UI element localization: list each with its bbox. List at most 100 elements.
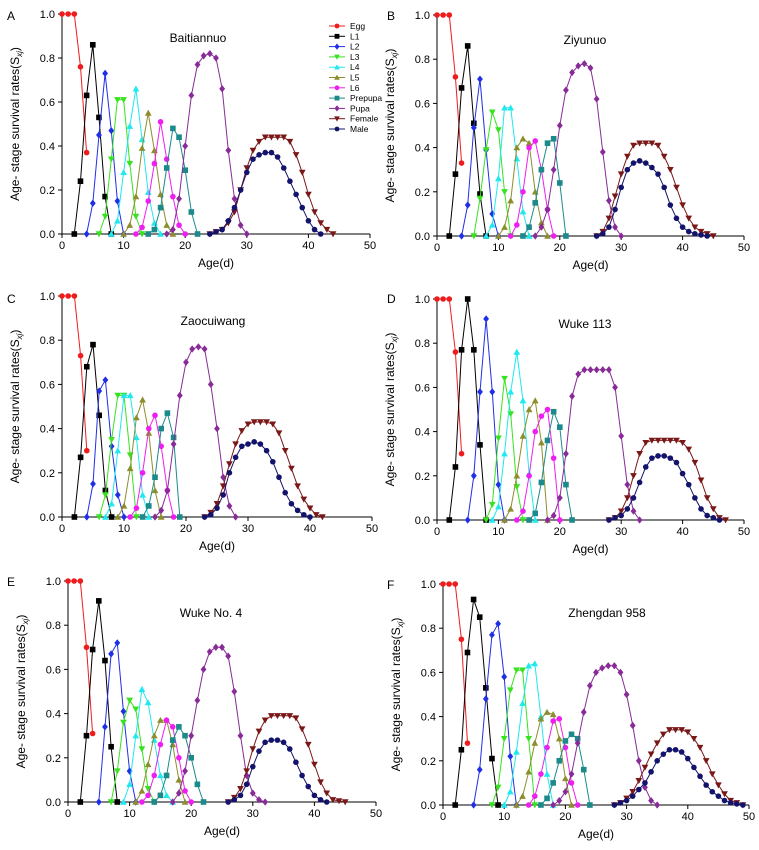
data-point [698,232,704,238]
data-point [513,472,521,479]
data-point [678,727,686,734]
data-point [501,375,508,382]
data-point [531,660,539,667]
legend-label: L4 [350,62,360,72]
series-line [104,394,150,518]
data-point [623,153,631,160]
data-point [495,620,501,628]
data-point [636,451,643,458]
data-point [556,121,563,130]
data-point [200,665,207,674]
data-point [722,517,729,524]
series-line [552,665,658,806]
data-point [673,459,680,466]
x-axis-label: Age(d) [572,542,608,556]
data-point [132,706,140,713]
series-l3 [488,667,539,809]
data-point [226,470,233,476]
data-point [526,224,532,230]
data-point [114,217,121,224]
data-point [274,154,281,160]
data-point [152,412,158,419]
data-point [311,761,318,768]
panel-f: F 0 10 20 30 40 50 0.0 0.2 0.4 0.6 0.8 1.0 Age(d) Age-… [387,578,755,841]
data-point [519,397,527,404]
data-point [691,459,699,466]
data-point [90,341,96,348]
data-point [317,220,325,227]
data-point [648,140,656,147]
data-point [538,479,545,486]
series-line [608,439,726,521]
data-point [120,707,127,716]
data-point [213,229,219,235]
data-point [458,160,465,166]
series-female [224,713,349,806]
data-point [568,780,575,786]
data-point [176,724,182,730]
data-point [139,799,145,805]
data-point [201,345,208,353]
data-point [107,799,115,806]
data-point [169,737,176,743]
data-point [507,197,515,204]
data-point [126,697,133,704]
data-point [623,797,630,804]
series-line [614,729,744,806]
series-line [497,138,548,237]
data-point [605,662,612,670]
data-point [274,134,281,141]
data-point [164,410,171,416]
y-tick-label: 0.2 [415,187,430,199]
y-tick-label: 1.0 [421,579,436,591]
data-point [312,512,320,519]
data-point [727,799,734,806]
data-point [612,383,618,392]
data-point [65,293,71,299]
data-point [550,801,557,809]
data-point [679,224,686,230]
data-point [83,644,90,651]
data-point [667,455,674,461]
data-point [532,428,539,435]
data-point [305,218,312,224]
data-point [464,296,471,302]
data-point [703,495,711,502]
data-point [525,406,533,413]
data-point [672,746,679,753]
data-point [157,119,164,125]
data-point [709,233,717,240]
data-point [157,741,164,748]
data-point [157,772,164,779]
series-line [110,699,155,803]
data-point [114,392,122,399]
data-point [697,228,705,235]
data-point [231,687,238,696]
panel-a: A 0 10 20 30 40 50 0.0 0.2 0.4 0.6 0.8 1.0 Age(d) Age-… [7,9,376,270]
data-point [690,736,698,743]
data-point [65,11,71,17]
data-point [721,797,728,804]
data-point [144,761,152,768]
data-point [71,293,78,299]
data-point [255,138,263,145]
data-point [126,122,134,129]
data-point [574,739,581,747]
data-point [488,501,496,508]
series-prepupa [526,408,575,523]
data-point [526,473,532,479]
data-point [544,232,551,239]
data-point [138,144,146,151]
data-point [470,124,477,132]
series-line [516,408,561,521]
data-point [144,188,152,195]
series-l6 [507,138,557,239]
data-point [261,134,269,141]
data-point [562,738,569,744]
series-line [68,580,94,734]
data-point [624,481,631,489]
data-point [170,434,177,441]
legend-item: Pupa [329,103,370,113]
data-point [243,768,250,775]
data-point [139,491,146,498]
